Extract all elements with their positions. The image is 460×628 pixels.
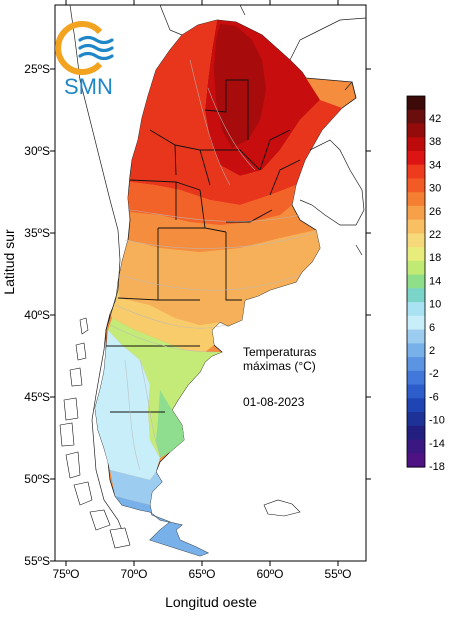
logo-arc <box>55 21 103 75</box>
y-tick-label: 30ºS <box>24 144 50 158</box>
x-axis-title: Longitud oeste <box>165 594 257 610</box>
colorbar-swatch <box>407 357 425 372</box>
colorbar-label: 38 <box>429 136 441 148</box>
colorbar-label: 18 <box>429 252 441 264</box>
colorbar-label: 14 <box>429 275 441 287</box>
colorbar-label: 26 <box>429 206 441 218</box>
zone-north-hotter <box>214 24 266 148</box>
colorbar-swatch <box>407 453 425 468</box>
zone-patagonia-mid <box>95 330 160 480</box>
colorbar-label: 22 <box>429 229 441 241</box>
colorbar-swatch <box>407 370 425 386</box>
y-tick-label: 25ºS <box>24 62 50 76</box>
zone-north-patagonia <box>110 282 220 352</box>
province-borders <box>106 79 301 413</box>
colorbar-swatch <box>407 412 425 427</box>
colorbar-swatch <box>407 343 425 358</box>
colorbar-swatches <box>407 96 425 468</box>
smn-logo: SMN <box>55 21 114 99</box>
colorbar-swatch <box>407 164 425 180</box>
y-tick-label: 50ºS <box>24 472 50 486</box>
zone-tierra-del-fuego <box>115 496 208 556</box>
x-tick-label: 55ºO <box>324 567 351 581</box>
colorbar-label: 30 <box>429 183 441 195</box>
annotation-date: 01-08-2023 <box>243 395 305 409</box>
colorbar-labels: 42 38 34 30 26 22 18 14 10 6 2 -2 -6 -10 -14 -18 <box>429 113 445 473</box>
colorbar-swatch <box>407 315 425 331</box>
colorbar-swatch <box>407 150 425 166</box>
isotherms <box>109 59 319 471</box>
colorbar-swatch <box>407 137 425 152</box>
colorbar-swatch <box>407 425 425 441</box>
y-axis-title: Latitud sur <box>1 229 17 295</box>
zone-north <box>130 20 342 205</box>
colorbar-swatch <box>407 123 425 138</box>
x-tick-label: 75ºO <box>52 567 79 581</box>
annotation-line2: máximas (°C) <box>243 359 316 373</box>
colorbar-swatch <box>407 288 425 303</box>
zone-center-north <box>128 182 296 225</box>
colorbar-frame <box>406 95 426 468</box>
x-tick-label: 60ºO <box>256 567 283 581</box>
zone-patagonia-coast-dark <box>156 390 184 458</box>
colorbar-label: 42 <box>429 113 441 125</box>
chile-coast <box>59 317 301 549</box>
annotation-line1: Temperaturas <box>243 345 316 359</box>
y-tick-label: 55ºS <box>24 554 50 568</box>
colorbar-label: -14 <box>429 438 445 450</box>
y-tick-label: 40ºS <box>24 308 50 322</box>
colorbar-swatch <box>407 109 425 125</box>
colorbar-swatch <box>407 398 425 413</box>
colorbar-swatch <box>407 384 425 399</box>
colorbar-swatch <box>407 205 425 221</box>
colorbar-label: 2 <box>429 345 435 357</box>
colorbar-label: -10 <box>429 415 445 427</box>
x-tick-label: 65ºO <box>188 567 215 581</box>
map-area <box>59 5 366 557</box>
y-tick-label: 45ºS <box>24 390 50 404</box>
y-tick-label: 35ºS <box>24 226 50 240</box>
colorbar-swatch <box>407 233 425 248</box>
colorbar-label: 6 <box>429 322 435 334</box>
colorbar-label: 34 <box>429 159 441 171</box>
colorbar-label: -6 <box>429 391 439 403</box>
colorbar-swatch <box>407 178 425 193</box>
colorbar-swatch <box>407 439 425 454</box>
colorbar-swatch <box>407 329 425 344</box>
x-axis: 75ºO 70ºO 65ºO 60ºO 55ºO Longitud oeste <box>52 0 352 610</box>
temperature-field <box>94 19 357 557</box>
colorbar-swatch <box>407 274 425 289</box>
neighbor-borders <box>69 5 366 541</box>
colorbar-swatch <box>407 260 425 276</box>
y-axis: 25ºS 30ºS 35ºS 40ºS 45ºS 50ºS 55ºS Latit… <box>1 62 371 568</box>
colorbar-swatch <box>407 96 425 111</box>
colorbar: 42 38 34 30 26 22 18 14 10 6 2 -2 -6 -10 -14 -18 <box>406 95 445 473</box>
zone-patagonia-coast <box>108 318 222 458</box>
x-tick-label: 70ºO <box>120 567 147 581</box>
colorbar-label: -2 <box>429 368 439 380</box>
colorbar-swatch <box>407 192 425 207</box>
colorbar-swatch <box>407 247 425 262</box>
zone-patagonia-south <box>110 470 162 505</box>
colorbar-label: -18 <box>429 461 445 473</box>
colorbar-label: 10 <box>429 299 441 311</box>
logo-text: SMN <box>64 74 113 99</box>
colorbar-swatch <box>407 219 425 235</box>
zone-pampas <box>118 230 320 326</box>
logo-waves-icon <box>78 35 114 61</box>
colorbar-swatch <box>407 302 425 317</box>
map-annotation: Temperaturas máximas (°C) 01-08-2023 <box>243 345 316 409</box>
